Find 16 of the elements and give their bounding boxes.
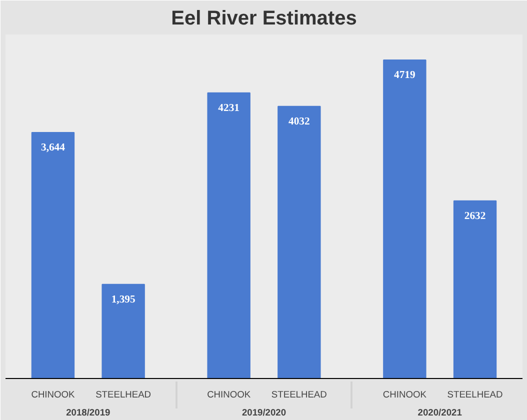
data-label: 4032 — [288, 116, 310, 128]
x-tick-label: CHINOOK — [31, 390, 76, 400]
data-label: 1,395 — [111, 294, 136, 306]
data-label: 2632 — [464, 210, 486, 222]
x-tick-label: CHINOOK — [382, 390, 428, 400]
x-tick-label: STEELHEAD — [96, 390, 152, 400]
data-label: 4231 — [218, 102, 240, 114]
x-tick-label: CHINOOK — [207, 390, 252, 400]
text: 2020/2021 — [418, 408, 462, 418]
text: 2018/2019 — [66, 408, 110, 418]
data-label: 4719 — [394, 70, 416, 81]
x-tick-label: STEELHEAD — [447, 390, 504, 400]
chart-title: Eel River Estimates — [171, 8, 357, 30]
data-label: 3,644 — [40, 142, 66, 154]
x-tick-label: STEELHEAD — [271, 390, 328, 400]
text: 2019/2020 — [242, 408, 286, 418]
